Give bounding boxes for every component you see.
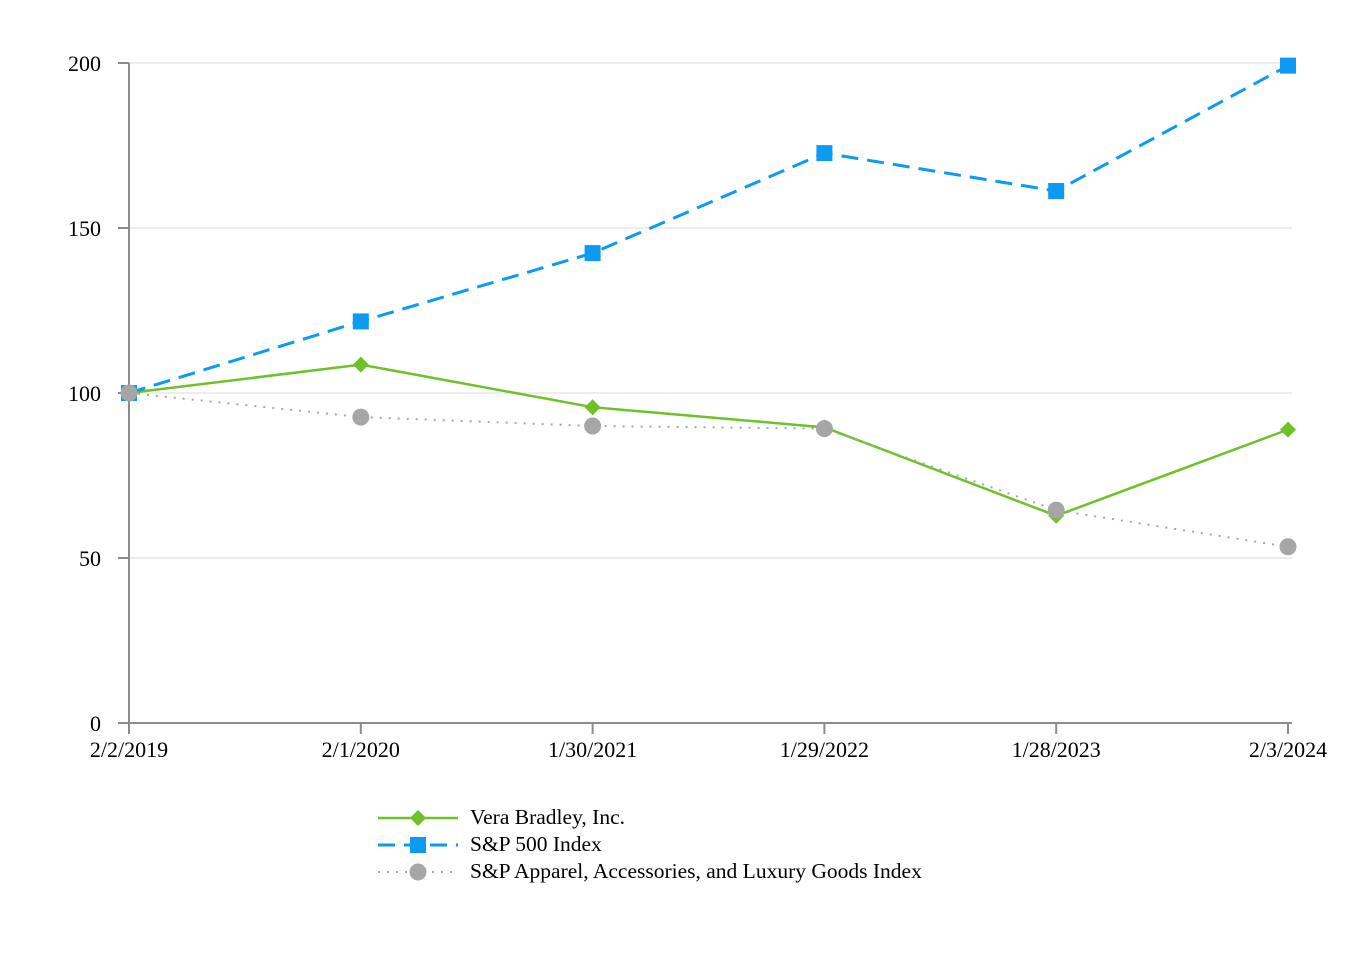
legend-swatch-diamond-icon	[378, 809, 458, 826]
series-marker	[584, 399, 601, 416]
y-tick-label: 0	[90, 711, 101, 736]
series-marker	[1047, 501, 1065, 519]
series-marker	[815, 420, 833, 438]
series-marker	[816, 145, 833, 162]
legend-item: S&P Apparel, Accessories, and Luxury Goo…	[378, 858, 922, 885]
x-tick-label: 2/3/2024	[1249, 737, 1327, 762]
legend-item: Vera Bradley, Inc.	[378, 804, 922, 831]
y-tick-label: 50	[79, 546, 101, 571]
x-tick-label: 1/28/2023	[1012, 737, 1101, 762]
y-tick-label: 200	[68, 51, 101, 76]
legend-swatch-square-icon	[378, 836, 458, 853]
x-tick-label: 1/29/2022	[780, 737, 869, 762]
series-marker	[352, 313, 369, 330]
x-tick-label: 2/2/2019	[90, 737, 168, 762]
series-marker	[120, 384, 138, 402]
chart-legend: Vera Bradley, Inc. S&P 500 Index S&P Appar…	[378, 804, 922, 885]
legend-swatch-circle-icon	[378, 863, 458, 880]
legend-label: S&P Apparel, Accessories, and Luxury Goo…	[470, 859, 922, 883]
y-tick-label: 150	[68, 216, 101, 241]
series-marker	[1280, 57, 1296, 74]
series-marker	[1280, 421, 1296, 438]
x-tick-label: 1/30/2021	[548, 737, 637, 762]
series-marker	[1048, 183, 1065, 200]
series-marker	[584, 245, 601, 262]
y-tick-label: 100	[68, 381, 101, 406]
series-line	[128, 363, 1289, 518]
series-marker	[584, 417, 602, 435]
series-marker	[352, 356, 369, 373]
x-tick-label: 2/1/2020	[322, 737, 400, 762]
legend-item: S&P 500 Index	[378, 831, 922, 858]
legend-label: Vera Bradley, Inc.	[470, 805, 626, 829]
legend-label: S&P 500 Index	[470, 832, 602, 856]
series-line	[128, 64, 1289, 395]
series-marker	[1279, 538, 1297, 556]
series-marker	[352, 408, 370, 426]
series-line	[128, 392, 1289, 548]
